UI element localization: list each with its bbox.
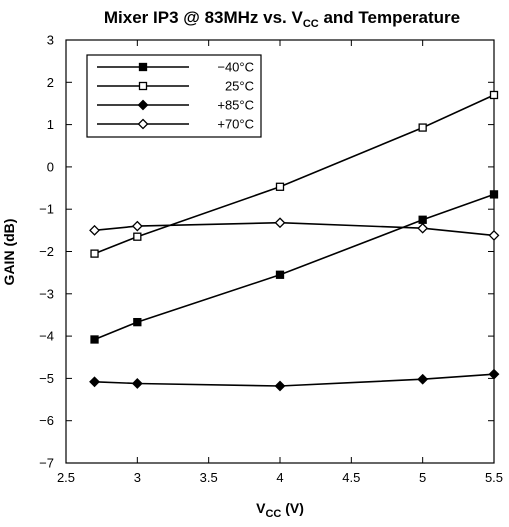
data-point-series-0 — [133, 317, 142, 327]
data-point-series-3 — [89, 224, 100, 236]
data-point-series-0 — [489, 190, 499, 199]
data-point-series-2 — [89, 376, 100, 388]
x-tick-label: 2.5 — [57, 470, 75, 485]
y-tick-label: 3 — [47, 33, 54, 48]
data-point-series-2 — [417, 373, 429, 385]
data-point-series-0 — [275, 270, 285, 279]
y-axis-label: GAIN (dB) — [1, 219, 17, 286]
data-point-series-3 — [274, 217, 286, 229]
y-tick-label: −2 — [39, 244, 54, 259]
x-tick-label: 5 — [419, 470, 426, 485]
data-point-series-1 — [489, 90, 499, 100]
y-tick-label: −5 — [39, 371, 54, 386]
x-axis: 2.5 3 3.5 4 4.5 5 5.5 — [57, 40, 503, 485]
data-point-series-0 — [418, 215, 427, 224]
data-point-series-1 — [133, 232, 142, 241]
y-axis: 3 2 1 0 −1 −2 −3 −4 −5 −6 −7 — [39, 33, 494, 471]
data-point-series-1 — [418, 123, 427, 132]
series-line-3 — [94, 221, 495, 237]
legend-marker — [138, 62, 148, 72]
y-tick-label: −1 — [39, 202, 54, 217]
x-tick-label: 4 — [276, 470, 283, 485]
series-line-2 — [94, 373, 495, 387]
data-point-series-2 — [488, 368, 500, 380]
x-tick-label: 5.5 — [485, 470, 503, 485]
legend-label: +85°C — [217, 98, 254, 113]
data-point-series-1 — [90, 249, 99, 258]
legend-label: +70°C — [217, 117, 254, 132]
data-point-series-3 — [131, 220, 143, 232]
y-tick-label: 0 — [47, 159, 54, 174]
data-point-series-3 — [417, 222, 429, 234]
legend-label: −40°C — [217, 60, 254, 75]
legend-marker — [137, 118, 149, 130]
legend-marker — [138, 81, 148, 91]
series-line-0 — [94, 193, 495, 341]
y-tick-label: −7 — [39, 456, 54, 471]
data-point-series-0 — [90, 335, 99, 344]
chart-title: Mixer IP3 @ 83MHz vs. VCC and Temperatur… — [104, 8, 460, 30]
data-point-series-1 — [275, 182, 285, 191]
series-lines — [89, 90, 500, 392]
x-axis-label: VCC (V) — [256, 500, 304, 520]
y-tick-label: −4 — [39, 329, 54, 344]
x-tick-label: 3.5 — [200, 470, 218, 485]
data-point-series-2 — [274, 380, 286, 392]
legend-label: 25°C — [225, 79, 254, 94]
x-tick-label: 4.5 — [342, 470, 360, 485]
x-tick-label: 3 — [134, 470, 141, 485]
y-tick-label: −6 — [39, 413, 54, 428]
y-tick-label: 1 — [47, 117, 54, 132]
data-point-series-3 — [488, 230, 500, 241]
data-point-series-2 — [131, 378, 143, 389]
legend: −40°C 25°C +85°C +70°C — [86, 54, 262, 138]
legend-marker — [137, 99, 149, 111]
y-tick-label: −3 — [39, 286, 54, 301]
y-tick-label: 2 — [47, 75, 54, 90]
